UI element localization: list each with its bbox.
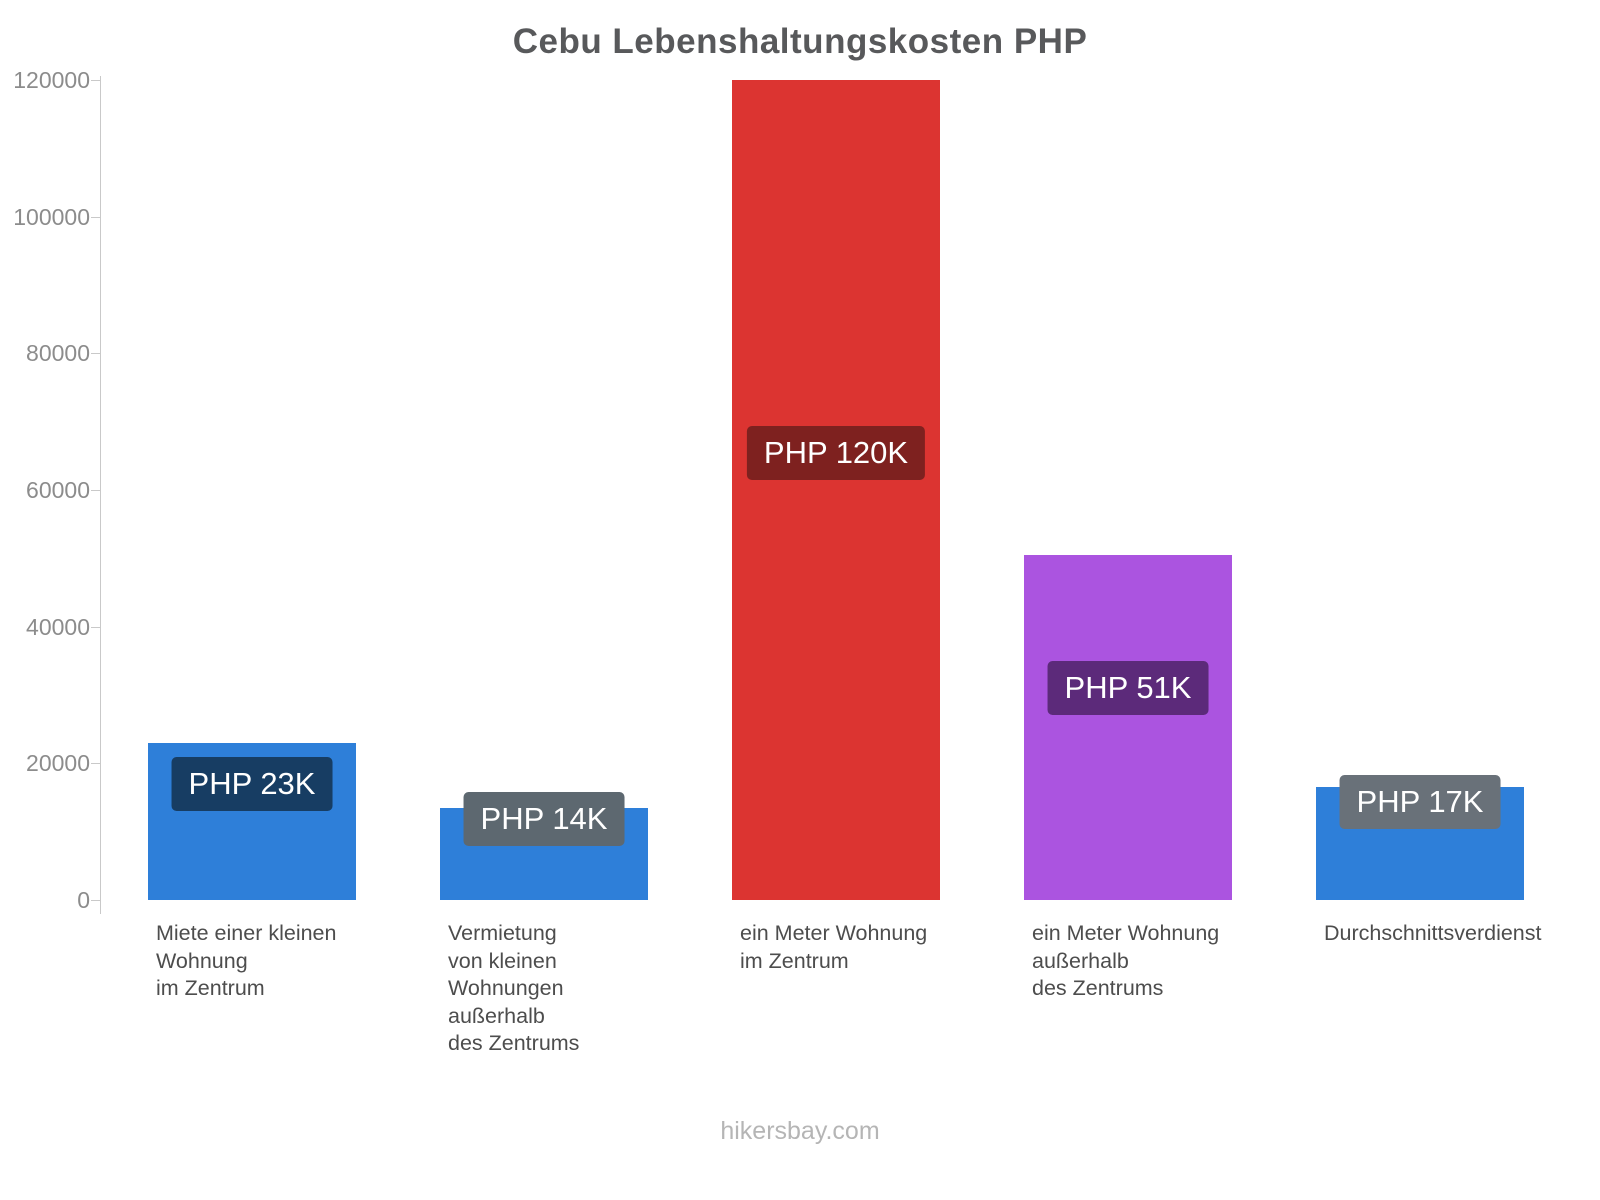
- y-tick-mark: [91, 763, 100, 765]
- value-badge: PHP 120K: [746, 426, 926, 480]
- y-tick-label: 0: [77, 887, 90, 913]
- value-badge: PHP 14K: [463, 791, 625, 846]
- x-tick-label: ein Meter Wohnung im Zentrum: [740, 921, 928, 973]
- y-tick-label: 100000: [13, 203, 90, 230]
- x-tick-label: Durchschnittsverdienst: [1324, 921, 1542, 945]
- y-tick-mark: [91, 216, 100, 218]
- y-tick-mark: [91, 626, 100, 628]
- chart-title: Cebu Lebenshaltungskosten PHP: [512, 22, 1088, 61]
- bar-4: [1024, 554, 1232, 900]
- y-tick-label: 80000: [26, 340, 90, 367]
- y-tick-mark: [91, 80, 100, 81]
- x-tick-label: Miete einer kleinen Wohnung im Zentrum: [156, 921, 337, 1001]
- bar-3: [732, 80, 940, 900]
- y-tick-label: 40000: [26, 613, 90, 640]
- y-axis: [100, 76, 101, 914]
- x-tick-label: Vermietung von kleinen Wohnungen außerha…: [448, 921, 580, 1056]
- value-badge: PHP 23K: [171, 756, 333, 811]
- x-tick-label: ein Meter Wohnung außerhalb des Zentrums: [1032, 921, 1220, 1001]
- value-badge: PHP 17K: [1339, 775, 1501, 830]
- y-tick-mark: [91, 353, 100, 355]
- y-tick-label: 60000: [26, 477, 90, 503]
- y-tick-label: 120000: [13, 67, 90, 93]
- y-tick-mark: [91, 900, 100, 901]
- y-tick-mark: [91, 490, 100, 491]
- y-tick-label: 20000: [26, 750, 90, 777]
- watermark: hikersbay.com: [720, 1117, 880, 1145]
- value-badge: PHP 51K: [1047, 660, 1209, 715]
